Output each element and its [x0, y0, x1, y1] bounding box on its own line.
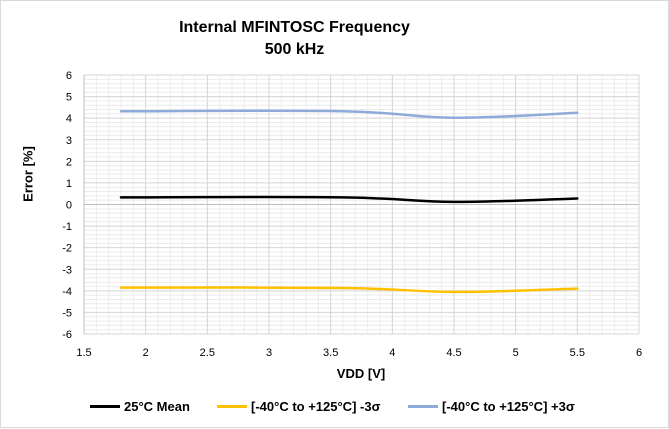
- chart-subtitle: 500 kHz: [264, 41, 325, 58]
- y-tick-label: -3: [62, 264, 72, 276]
- legend-label-minus-3sigma: [-40°C to +125°C] -3σ: [251, 399, 381, 414]
- x-tick-label: 4: [389, 347, 395, 359]
- legend-item-minus-3sigma: [-40°C to +125°C] -3σ: [217, 399, 380, 414]
- x-tick-label: 5: [513, 347, 519, 359]
- series-mean-line: [119, 195, 579, 204]
- y-tick-label: 5: [66, 92, 72, 104]
- legend-item-mean: 25°C Mean: [90, 399, 190, 414]
- y-tick-label: -4: [62, 286, 72, 298]
- chart-title: Internal MFINTOSC Frequency: [179, 19, 410, 36]
- series-minus-3sigma-line: [119, 286, 579, 294]
- series-plus-3sigma-line: [119, 109, 579, 119]
- y-tick-label: 6: [66, 70, 72, 82]
- x-tick-label: 2.5: [200, 347, 215, 359]
- x-tick-label: 5.5: [570, 347, 585, 359]
- x-tick-label: 1.5: [76, 347, 91, 359]
- y-tick-label: 0: [66, 200, 72, 212]
- legend-label-plus-3sigma: [-40°C to +125°C] +3σ: [442, 399, 575, 414]
- y-tick-label: -1: [62, 221, 72, 233]
- legend-swatch-mean: [90, 405, 120, 408]
- x-axis-label: VDD [V]: [336, 366, 386, 381]
- legend-label-mean: 25°C Mean: [124, 399, 190, 414]
- x-tick-label: 2: [143, 347, 149, 359]
- x-tick-label: 6: [636, 347, 642, 359]
- legend-item-plus-3sigma: [-40°C to +125°C] +3σ: [408, 399, 575, 414]
- y-tick-label: -2: [62, 243, 72, 255]
- y-tick-label: 1: [66, 178, 72, 190]
- legend-swatch-plus-3sigma: [408, 405, 438, 408]
- y-tick-label: 3: [66, 135, 72, 147]
- y-tick-label: -5: [62, 307, 72, 319]
- legend-swatch-minus-3sigma: [217, 405, 247, 408]
- x-tick-label: 4.5: [446, 347, 461, 359]
- x-tick-label: 3.5: [323, 347, 338, 359]
- x-tick-label: 3: [266, 347, 272, 359]
- y-tick-label: 4: [66, 113, 72, 125]
- y-tick-label: 2: [66, 156, 72, 168]
- y-axis-label: Error [%]: [20, 146, 36, 202]
- y-tick-label: -6: [62, 329, 72, 341]
